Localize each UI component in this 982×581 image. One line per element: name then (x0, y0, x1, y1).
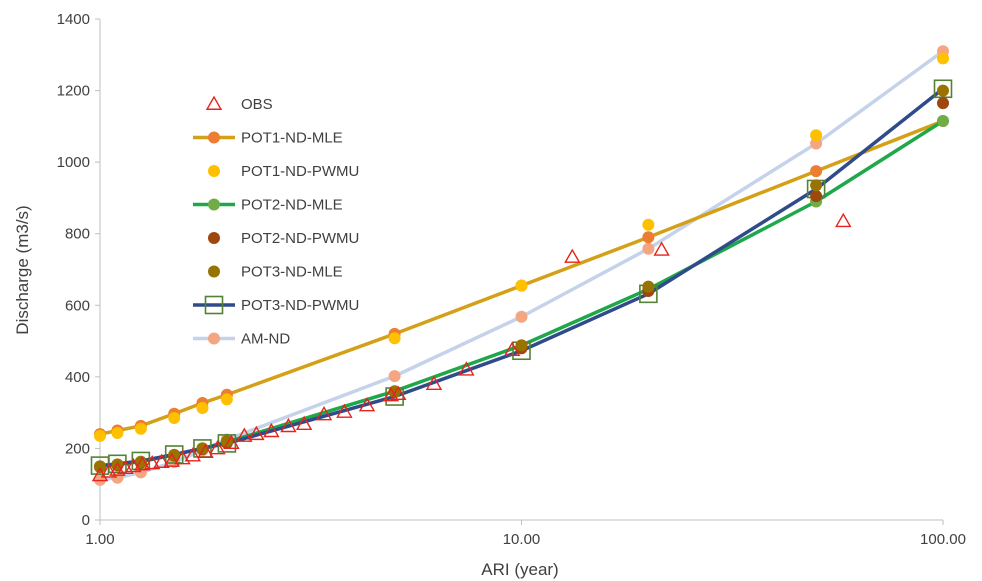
data-point-obs (134, 456, 151, 471)
data-point-pot1-nd-pwmu (196, 401, 209, 414)
data-point-obs (236, 427, 253, 442)
data-point-pot3-nd-mle (196, 442, 209, 455)
data-point-pot1-nd-pwmu (168, 412, 181, 425)
legend-item-pot3-nd-mle: POT3-ND-MLE (208, 264, 343, 281)
plot-area (90, 45, 953, 486)
legend-label: POT2-ND-MLE (241, 197, 343, 214)
legend-label: POT1-ND-MLE (241, 130, 343, 147)
data-point-obs (458, 361, 475, 376)
data-point-pot1-nd-pwmu (111, 427, 124, 440)
y-tick-label: 1200 (57, 83, 90, 100)
legend-label: POT3-ND-PWMU (241, 297, 359, 314)
data-point-am-nd (642, 242, 655, 255)
axes: 0 200 400 600 800 1000 1200 1400 1.00 10.00 100.00 (57, 11, 966, 548)
data-point-pot3-nd-mle (168, 448, 181, 461)
series-line-am-nd (99, 49, 945, 482)
data-point-obs (425, 375, 443, 390)
y-tick-label: 0 (82, 512, 90, 529)
y-tick-label: 1000 (57, 154, 90, 171)
legend-marker (208, 332, 220, 345)
legend-item-pot3-nd-pwmu: POT3-ND-PWMU (193, 295, 359, 315)
legend-item-pot1-nd-mle: POT1-ND-MLE (193, 130, 343, 147)
y-tick-label: 800 (65, 226, 90, 243)
legend-marker (208, 232, 220, 244)
x-tick-label: 1.00 (85, 531, 114, 548)
data-point-obs (184, 447, 201, 462)
data-point-obs (336, 403, 353, 418)
data-point-obs (390, 385, 407, 400)
series-obs (91, 212, 852, 482)
legend-item-pot2-nd-mle: POT2-ND-MLE (193, 197, 343, 214)
data-point-pot3-nd-pwmu (164, 445, 184, 464)
legend-item-pot1-nd-pwmu: POT1-ND-PWMU (208, 163, 359, 180)
data-point-obs (653, 241, 670, 256)
data-point-obs (315, 406, 333, 421)
legend-marker (208, 131, 220, 144)
data-point-pot1-nd-pwmu (937, 52, 949, 65)
data-point-am-nd (388, 370, 401, 383)
data-point-obs (143, 455, 161, 470)
data-point-obs (295, 415, 313, 431)
series-am-nd (94, 45, 949, 486)
y-tick-label: 200 (65, 440, 90, 457)
series-pot1-nd-pwmu (94, 52, 949, 442)
data-point-am-nd (515, 310, 528, 323)
data-point-obs (209, 440, 226, 455)
legend-marker (208, 165, 220, 177)
data-point-obs (503, 341, 521, 356)
y-tick-label: 1400 (57, 11, 90, 28)
x-axis-label: ARI (year) (481, 560, 558, 579)
y-tick-label: 400 (65, 369, 90, 386)
series-pot1-nd-mle (94, 114, 949, 441)
data-point-am-nd (810, 137, 823, 150)
legend: OBS POT1-ND-MLE POT1-ND-PWMU POT2-ND-MLE POT… (193, 95, 359, 348)
legend-marker (204, 295, 224, 315)
data-point-pot2-nd-pwmu (810, 190, 823, 203)
data-point-obs (248, 425, 265, 441)
legend-item-obs: OBS (205, 95, 273, 113)
data-point-pot3-nd-mle (515, 339, 528, 352)
data-point-obs (564, 248, 581, 263)
data-point-pot1-nd-pwmu (515, 279, 528, 292)
legend-label: OBS (241, 96, 273, 113)
data-point-pot3-nd-mle (810, 179, 823, 192)
data-point-pot1-nd-pwmu (810, 129, 823, 142)
y-axis-label: Discharge (m3/s) (13, 205, 32, 334)
legend-marker (205, 95, 223, 110)
y-tick-label: 600 (65, 297, 90, 314)
data-point-obs (223, 434, 240, 450)
data-point-pot1-nd-mle (642, 231, 655, 244)
data-point-pot3-nd-mle (937, 84, 949, 97)
data-point-obs (197, 443, 214, 458)
legend-label: POT3-ND-MLE (241, 264, 343, 281)
data-point-obs (174, 450, 191, 465)
legend-marker (208, 198, 220, 211)
data-point-obs (163, 452, 180, 467)
data-point-pot2-nd-pwmu (937, 97, 949, 110)
data-point-pot2-nd-mle (937, 114, 949, 127)
x-tick-label: 100.00 (920, 531, 966, 548)
legend-item-pot2-nd-pwmu: POT2-ND-PWMU (208, 230, 359, 247)
data-point-pot1-nd-pwmu (220, 393, 233, 406)
data-point-obs (280, 417, 297, 433)
data-point-obs (835, 212, 852, 228)
data-point-pot3-nd-mle (642, 280, 655, 293)
data-point-pot1-nd-mle (810, 165, 823, 178)
data-point-obs (153, 453, 170, 468)
legend-label: POT2-ND-PWMU (241, 230, 359, 247)
data-point-pot3-nd-mle (94, 460, 106, 473)
legend-label: AM-ND (241, 331, 290, 348)
data-point-obs (263, 422, 280, 438)
x-tick-label: 10.00 (503, 531, 541, 548)
data-point-obs (358, 397, 376, 412)
data-point-pot1-nd-pwmu (388, 332, 401, 345)
data-point-pot1-nd-pwmu (94, 429, 106, 442)
data-point-pot1-nd-pwmu (642, 218, 655, 231)
legend-marker (208, 265, 220, 278)
data-point-obs (125, 457, 142, 473)
data-point-pot1-nd-pwmu (134, 422, 147, 435)
legend-label: POT1-ND-PWMU (241, 163, 359, 180)
legend-item-am-nd: AM-ND (193, 331, 290, 348)
